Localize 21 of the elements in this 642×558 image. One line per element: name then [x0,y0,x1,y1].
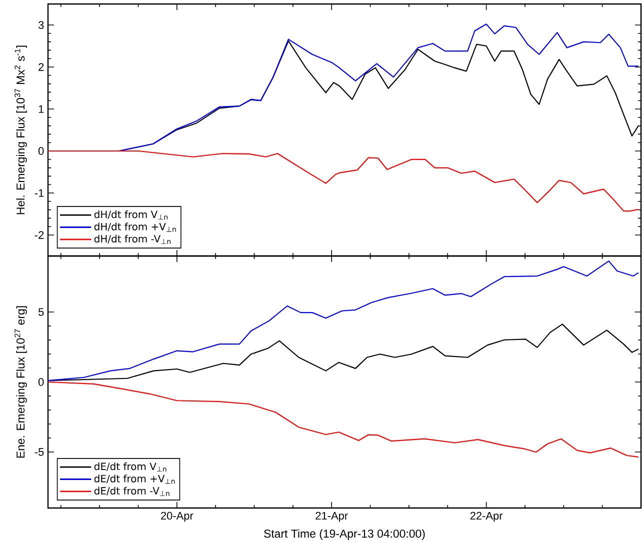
y-axis-title: Ene. Emerging Flux [10$^{27}$ erg] [14,306,27,458]
y-tick-label: 0 [38,378,44,386]
legend-label: dH/dt from V$_{⊥n}$ [94,210,168,220]
y-tick-label: -2 [34,231,44,239]
x-tick-label: 21-Apr [316,512,348,522]
legend-label: dE/dt from V$_{⊥n}$ [94,462,166,472]
y-tick-label: 0 [38,147,44,155]
y-tick-label: -5 [34,448,44,456]
y-tick-label: 5 [38,308,44,316]
y-tick-label: 1 [38,105,44,113]
legend-label: dE/dt from +V$_{⊥n}$ [94,474,175,484]
y-tick-label: 3 [38,21,44,29]
x-tick-label: 22-Apr [470,512,503,522]
legend-label: dH/dt from +V$_{⊥n}$ [94,222,176,232]
y-tick-label: -1 [34,189,44,197]
y-axis-title: Hel. Emerging Flux [10$^{37}$ Mx$^{2}$ s$^{-1}$] [14,46,27,214]
x-axis-title: Start Time (19-Apr-13 04:00:00) [264,529,425,540]
y-tick-label: 2 [38,63,44,71]
legend-label: dE/dt from -V$_{⊥n}$ [94,486,170,496]
x-tick-label: 20-Apr [161,512,194,522]
legend-label: dH/dt from -V$_{⊥n}$ [94,234,171,244]
